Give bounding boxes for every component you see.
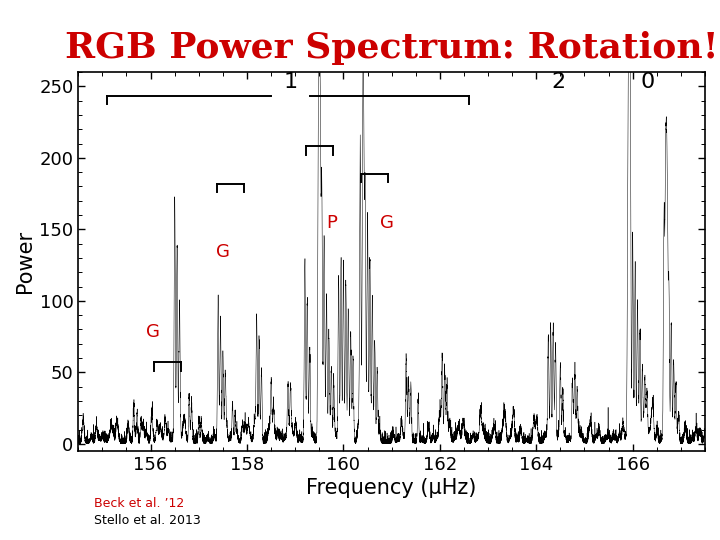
Text: G: G	[216, 243, 230, 261]
Text: 2: 2	[551, 72, 565, 92]
Y-axis label: Power: Power	[15, 230, 35, 293]
Text: P: P	[327, 214, 338, 232]
Text: G: G	[379, 214, 393, 232]
Text: Stello et al. 2013: Stello et al. 2013	[94, 514, 200, 526]
Title: RGB Power Spectrum: Rotation!: RGB Power Spectrum: Rotation!	[65, 31, 719, 65]
Text: 0: 0	[640, 72, 654, 92]
Text: Beck et al. ’12: Beck et al. ’12	[94, 497, 184, 510]
Text: 1: 1	[284, 72, 297, 92]
Text: G: G	[145, 323, 160, 341]
X-axis label: Frequency (μHz): Frequency (μHz)	[307, 478, 477, 498]
